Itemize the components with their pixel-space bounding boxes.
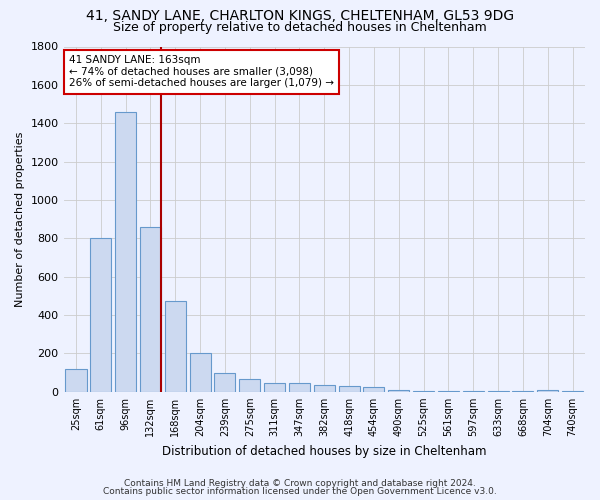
Bar bbox=[239, 380, 260, 392]
Bar bbox=[214, 372, 235, 392]
Text: 41, SANDY LANE, CHARLTON KINGS, CHELTENHAM, GL53 9DG: 41, SANDY LANE, CHARLTON KINGS, CHELTENH… bbox=[86, 9, 514, 23]
Bar bbox=[65, 369, 86, 392]
Bar bbox=[90, 238, 112, 392]
Text: Contains HM Land Registry data © Crown copyright and database right 2024.: Contains HM Land Registry data © Crown c… bbox=[124, 478, 476, 488]
Bar bbox=[537, 390, 559, 392]
Text: Size of property relative to detached houses in Cheltenham: Size of property relative to detached ho… bbox=[113, 22, 487, 35]
Bar bbox=[140, 227, 161, 392]
Bar bbox=[364, 387, 385, 392]
Text: 41 SANDY LANE: 163sqm
← 74% of detached houses are smaller (3,098)
26% of semi-d: 41 SANDY LANE: 163sqm ← 74% of detached … bbox=[69, 55, 334, 88]
Bar bbox=[190, 354, 211, 392]
Bar bbox=[165, 300, 186, 392]
Y-axis label: Number of detached properties: Number of detached properties bbox=[15, 132, 25, 307]
Text: Contains public sector information licensed under the Open Government Licence v3: Contains public sector information licen… bbox=[103, 487, 497, 496]
Bar bbox=[264, 383, 285, 392]
Bar bbox=[338, 386, 359, 392]
Bar bbox=[388, 390, 409, 392]
Bar bbox=[289, 383, 310, 392]
X-axis label: Distribution of detached houses by size in Cheltenham: Distribution of detached houses by size … bbox=[162, 444, 487, 458]
Bar bbox=[115, 112, 136, 392]
Bar bbox=[314, 385, 335, 392]
